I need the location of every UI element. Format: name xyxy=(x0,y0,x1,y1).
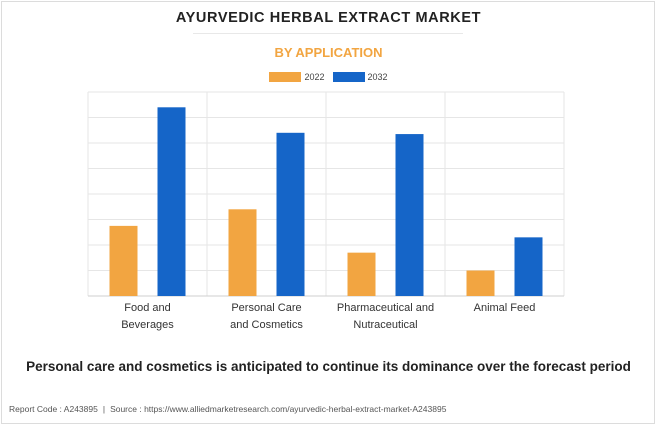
bar-2022-0 xyxy=(109,225,138,296)
chart-subtitle: BY APPLICATION xyxy=(274,45,383,60)
legend-swatch-2032 xyxy=(332,72,365,82)
legend-item-2022: 2022 xyxy=(269,72,325,82)
footer: Report Code : A243895 | Source : https://w… xyxy=(9,404,446,414)
title-divider xyxy=(193,33,463,34)
bar-chart: Food and Beverages Personal Care and Cosmet… xyxy=(87,91,565,331)
chart-title: AYURVEDIC HERBAL EXTRACT MARKET xyxy=(175,10,482,26)
source-link[interactable]: Source : https://www.alliedmarketresearc… xyxy=(110,404,447,414)
bar-2032-1 xyxy=(276,132,305,296)
bar-2032-2 xyxy=(395,134,424,296)
chart-caption: Personal care and cosmetics is anticipat… xyxy=(26,359,631,374)
bar-2032-3 xyxy=(514,237,543,296)
legend-label-2022: 2022 xyxy=(304,72,325,82)
x-tick-label: Food and Beverages xyxy=(121,302,174,331)
bar-2022-2 xyxy=(347,252,376,296)
legend-item-2032: 2032 xyxy=(332,72,388,82)
report-code: Report Code : A243895 xyxy=(9,404,98,414)
legend: 2022 2032 xyxy=(0,72,657,82)
bar-2032-0 xyxy=(157,107,186,296)
x-tick-label: Pharmaceutical and Nutraceutical xyxy=(337,302,434,331)
legend-swatch-2022 xyxy=(269,72,302,82)
bar-2022-3 xyxy=(466,270,495,296)
x-tick-label: Personal Care and Cosmetics xyxy=(230,302,303,331)
footer-separator: | xyxy=(102,404,106,414)
x-tick-label: Animal Feed xyxy=(474,302,536,314)
legend-label-2032: 2032 xyxy=(367,72,388,82)
bar-2022-1 xyxy=(228,209,257,296)
